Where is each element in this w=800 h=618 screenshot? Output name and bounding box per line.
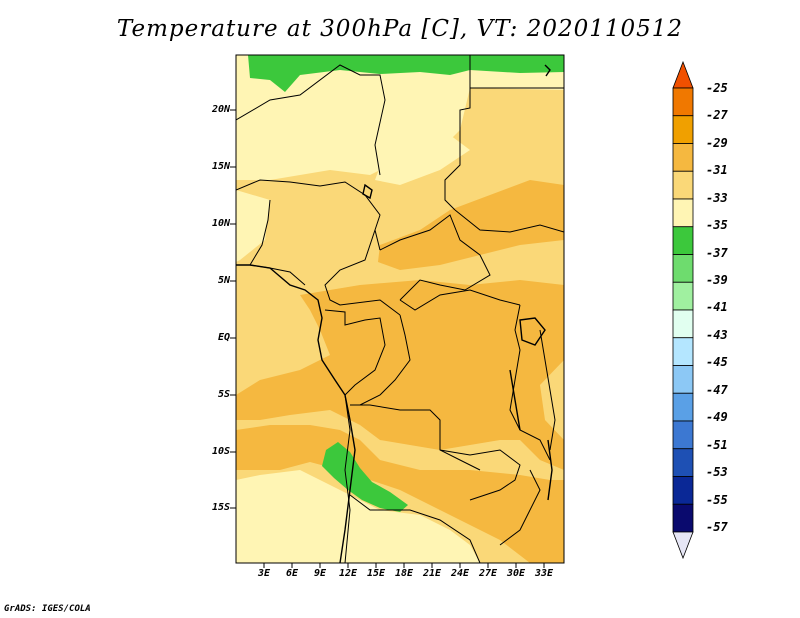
colorbar-label: -51 <box>706 438 728 452</box>
field-orange-central <box>236 280 564 470</box>
field-pale-southwest <box>236 470 480 563</box>
colorbar-label: -53 <box>706 465 728 479</box>
colorbar-segment <box>672 448 694 477</box>
border-mozambique <box>499 469 541 546</box>
border-cameroon-car <box>324 229 401 316</box>
grads-credit: GrADS: IGES/COLA <box>4 604 91 614</box>
colorbar-label: -39 <box>706 273 728 287</box>
colorbar-segment <box>672 476 694 505</box>
temperature-field <box>236 55 564 563</box>
colorbar-segment <box>672 392 694 422</box>
colorbar-segment <box>672 226 694 255</box>
colorbar-segment <box>672 337 694 366</box>
colorbar-label: -33 <box>706 191 728 205</box>
country-borders <box>236 55 564 563</box>
border-car-sudan <box>379 214 491 301</box>
lake-tanganyika <box>509 369 521 431</box>
colorbar-label: -41 <box>706 300 728 314</box>
lon-label-15e: 15E <box>366 568 386 579</box>
coastline <box>236 64 553 563</box>
field-orange-south <box>236 425 564 563</box>
border-zambia <box>439 449 521 501</box>
colorbar-segment <box>672 143 694 172</box>
axis-ticks <box>230 109 545 568</box>
lat-label-5n: 5N <box>217 275 230 286</box>
border-gabon-congo <box>324 309 386 396</box>
lat-label-10n: 10N <box>211 218 230 229</box>
coast-west <box>236 264 356 563</box>
lat-label-5s: 5S <box>217 389 230 400</box>
colorbar <box>672 60 694 560</box>
chart-title: Temperature at 300hPa [C], VT: 202011051… <box>116 16 684 42</box>
lat-label-eq: EQ <box>217 332 230 343</box>
lon-label-9e: 9E <box>313 568 327 579</box>
colorbar-segment <box>672 503 694 533</box>
lat-label-20n: 20N <box>211 104 230 115</box>
colorbar-segment <box>672 254 694 283</box>
lon-label-18e: 18E <box>394 568 414 579</box>
border-angola-namibia <box>344 394 351 563</box>
red-sea <box>544 64 551 77</box>
lon-label-21e: 21E <box>422 568 442 579</box>
colorbar-segment <box>672 87 694 117</box>
colorbar-segment <box>672 281 694 311</box>
colorbar-segment <box>672 115 694 144</box>
lat-label-15s: 15S <box>211 502 230 513</box>
colorbar-label: -27 <box>706 108 728 122</box>
lon-label-27e: 27E <box>478 568 498 579</box>
colorbar-label: -43 <box>706 328 728 342</box>
border-libya-chad <box>236 64 386 176</box>
border-sudan-southsudan <box>454 209 564 233</box>
field-orange-sahel <box>378 180 564 270</box>
border-drc-east <box>509 304 551 461</box>
colorbar-segment <box>672 170 694 200</box>
lon-label-12e: 12E <box>338 568 358 579</box>
colorbar-segment <box>672 365 694 394</box>
border-namibia <box>349 494 481 563</box>
border-tanzania <box>539 329 556 451</box>
lon-label-33e: 33E <box>534 568 554 579</box>
field-pale-west <box>236 190 270 262</box>
field-pale-north-east <box>375 135 470 185</box>
lon-label-24e: 24E <box>450 568 470 579</box>
map-frame <box>235 54 565 564</box>
lon-label-30e: 30E <box>506 568 526 579</box>
field-green-south <box>322 442 408 512</box>
lon-label-6e: 6E <box>285 568 299 579</box>
colorbar-label: -37 <box>706 246 728 260</box>
colorbar-label: -55 <box>706 493 728 507</box>
lake-malawi <box>547 439 553 501</box>
colorbar-bottom-triangle <box>672 531 694 560</box>
colorbar-label: -35 <box>706 218 728 232</box>
border-chad-east <box>444 55 471 211</box>
colorbar-label: -49 <box>706 410 728 424</box>
field-pale-north <box>236 55 564 180</box>
colorbar-label: -25 <box>706 81 728 95</box>
colorbar-segment <box>672 420 694 450</box>
colorbar-label: -45 <box>706 355 728 369</box>
colorbar-segment <box>672 309 694 339</box>
lat-label-10s: 10S <box>211 446 230 457</box>
colorbar-label: -47 <box>706 383 728 397</box>
lake-chad <box>362 183 373 200</box>
colorbar-label: -29 <box>706 136 728 150</box>
colorbar-label: -57 <box>706 520 728 534</box>
colorbar-top-triangle <box>672 60 694 89</box>
border-angola <box>350 404 481 471</box>
border-drc-north <box>399 289 521 311</box>
border-niger-nigeria <box>236 179 381 251</box>
lon-label-3e: 3E <box>257 568 271 579</box>
colorbar-label: -31 <box>706 163 728 177</box>
lat-label-15n: 15N <box>211 161 230 172</box>
field-green-north <box>248 55 564 92</box>
lake-victoria <box>519 317 546 346</box>
colorbar-segment <box>672 198 694 228</box>
